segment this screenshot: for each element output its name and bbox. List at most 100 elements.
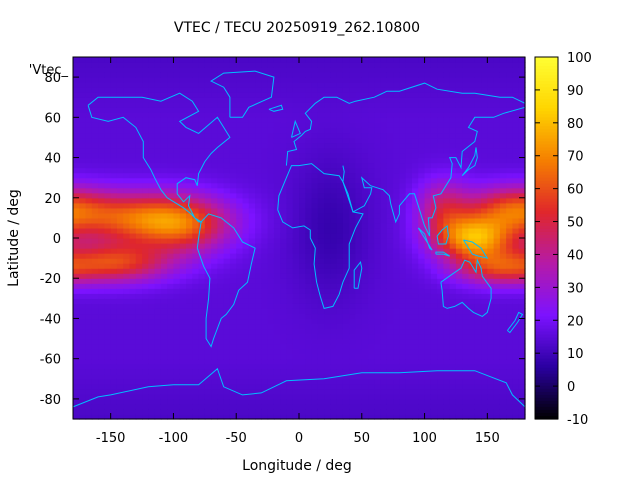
heat-cell xyxy=(349,57,357,63)
heat-cell xyxy=(443,278,451,284)
heat-cell xyxy=(487,338,495,345)
heat-cell xyxy=(192,207,200,214)
heat-cell xyxy=(123,137,131,144)
heat-cell xyxy=(98,192,105,199)
heat-cell xyxy=(449,62,457,68)
heat-cell xyxy=(255,413,262,420)
heat-cell xyxy=(474,288,482,294)
heat-cell xyxy=(449,92,457,98)
heat-cell xyxy=(160,167,168,174)
heat-cell xyxy=(217,167,225,174)
heat-cell xyxy=(261,72,269,78)
heat-cell xyxy=(499,253,507,259)
heat-cell xyxy=(167,207,175,214)
heat-cell xyxy=(261,273,269,279)
heat-cell xyxy=(98,268,105,274)
heat-cell xyxy=(160,308,168,315)
heat-cell xyxy=(449,388,457,395)
heat-cell xyxy=(493,288,501,294)
heat-cell xyxy=(204,207,212,214)
heat-cell xyxy=(330,117,338,123)
heat-cell xyxy=(273,408,281,415)
heat-cell xyxy=(455,333,463,340)
heat-cell xyxy=(98,147,105,154)
heat-cell xyxy=(468,212,476,219)
heat-cell xyxy=(474,182,482,189)
heat-cell xyxy=(493,187,501,194)
heat-cell xyxy=(324,177,331,184)
heat-cell xyxy=(85,288,93,294)
heat-cell xyxy=(424,308,432,315)
heat-cell xyxy=(393,82,401,88)
heat-cell xyxy=(286,172,294,179)
heat-cell xyxy=(355,122,363,128)
heat-cell xyxy=(330,353,338,360)
heat-cell xyxy=(192,157,200,164)
heat-cell xyxy=(386,117,394,123)
heat-cell xyxy=(280,313,288,320)
heat-cell xyxy=(104,167,112,174)
heat-cell xyxy=(449,308,457,315)
heat-cell xyxy=(255,238,262,244)
heat-cell xyxy=(374,303,382,309)
heat-cell xyxy=(487,263,495,269)
heat-cell xyxy=(129,117,137,123)
heat-cell xyxy=(261,378,269,385)
heat-cell xyxy=(261,268,269,274)
heat-cell xyxy=(91,323,99,330)
heat-cell xyxy=(412,238,419,244)
heat-cell xyxy=(349,408,357,415)
heat-cell xyxy=(355,87,363,93)
heat-cell xyxy=(280,368,288,375)
heat-cell xyxy=(487,348,495,355)
heat-cell xyxy=(198,253,206,259)
heat-cell xyxy=(154,82,162,88)
heat-cell xyxy=(418,192,426,199)
heat-cell xyxy=(186,202,193,209)
heat-cell xyxy=(305,338,313,345)
heat-cell xyxy=(412,303,419,309)
heat-cell xyxy=(468,77,476,83)
heat-cell xyxy=(481,348,488,355)
heat-cell xyxy=(311,243,319,249)
heat-cell xyxy=(449,298,457,304)
heat-cell xyxy=(273,127,281,134)
heat-cell xyxy=(418,333,426,340)
heat-cell xyxy=(154,368,162,375)
heat-cell xyxy=(443,253,451,259)
heat-cell xyxy=(85,122,93,128)
heat-cell xyxy=(393,207,401,214)
heat-cell xyxy=(236,293,244,299)
heat-cell xyxy=(104,92,112,98)
heat-cell xyxy=(418,373,426,380)
heat-cell xyxy=(462,152,470,159)
heat-cell xyxy=(418,263,426,269)
heat-cell xyxy=(493,293,501,299)
heat-cell xyxy=(336,177,344,184)
heat-cell xyxy=(305,403,313,410)
heat-cell xyxy=(248,117,256,123)
heat-cell xyxy=(79,147,87,154)
heat-cell xyxy=(430,202,438,209)
heat-cell xyxy=(399,373,407,380)
heat-cell xyxy=(424,92,432,98)
heat-cell xyxy=(418,182,426,189)
heat-cell xyxy=(91,162,99,169)
heat-cell xyxy=(393,273,401,279)
heat-cell xyxy=(317,87,325,93)
heat-cell xyxy=(418,303,426,309)
heat-cell xyxy=(424,72,432,78)
heat-cell xyxy=(299,318,306,325)
heat-cell xyxy=(211,82,218,88)
heat-cell xyxy=(317,248,325,254)
heat-cell xyxy=(167,222,175,229)
heat-cell xyxy=(104,348,112,355)
heat-cell xyxy=(160,238,168,244)
heat-cell xyxy=(412,82,419,88)
heat-cell xyxy=(85,202,93,209)
heat-cell xyxy=(405,293,413,299)
heat-cell xyxy=(236,288,244,294)
heat-cell xyxy=(399,253,407,259)
heat-cell xyxy=(79,172,87,179)
heat-cell xyxy=(116,303,124,309)
